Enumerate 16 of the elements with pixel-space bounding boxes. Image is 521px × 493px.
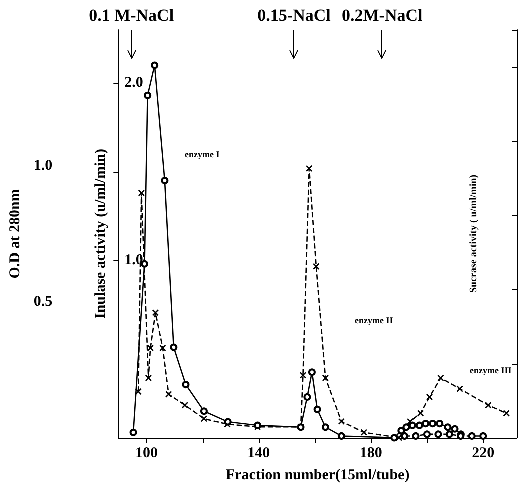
annotation: enzyme III [470,366,512,376]
y-tick-label: 0.5 [34,294,53,310]
ref-line-label: 0.15-NaCl [258,6,332,25]
x-tick-label: 140 [248,446,270,462]
x-axis-title: Fraction number(15ml/tube) [226,468,410,484]
y3-axis-title: Sucrase activity ( u/ml/min) [468,174,480,294]
x-tick-label: 100 [135,446,158,462]
y-axis-title: O.D at 280nm [8,188,24,279]
x-tick-label: 180 [360,446,382,462]
annotation: enzyme II [355,316,394,326]
annotation: enzyme I [185,150,220,160]
x-tick-label: 220 [472,446,495,462]
ref-line-label: 0.2M-NaCl [342,6,423,25]
y2-tick-label: 2.0 [124,75,144,92]
ref-line-label: 0.1 M-NaCl [89,6,174,25]
y2-axis-title: Inulase activity (u/ml/min) [93,148,110,320]
